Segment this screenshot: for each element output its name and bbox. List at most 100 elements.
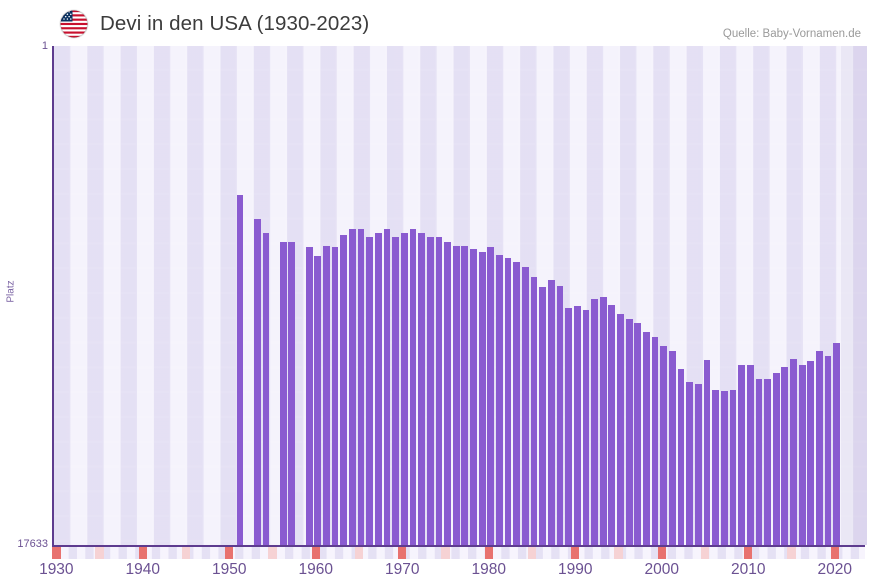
x-axis-tick-strip bbox=[52, 547, 865, 559]
bar-1989[interactable] bbox=[565, 307, 572, 545]
bar-2000[interactable] bbox=[660, 345, 668, 545]
forecast-shaded-region bbox=[841, 46, 867, 545]
bar-1968[interactable] bbox=[383, 229, 391, 545]
bar-2012[interactable] bbox=[764, 378, 771, 545]
bar-1981[interactable] bbox=[496, 255, 503, 545]
x-tick-1960 bbox=[311, 547, 320, 559]
bar-1986[interactable] bbox=[539, 287, 547, 545]
bar-1970[interactable] bbox=[400, 233, 408, 545]
bar-2009[interactable] bbox=[738, 364, 745, 545]
x-tick-1940 bbox=[138, 547, 147, 559]
bar-1996[interactable] bbox=[625, 319, 633, 545]
x-tick-1935 bbox=[95, 547, 104, 559]
bar-2016[interactable] bbox=[798, 365, 806, 545]
x-tick-label-1930: 1930 bbox=[39, 561, 74, 578]
bar-2007[interactable] bbox=[720, 390, 728, 545]
bar-2018[interactable] bbox=[816, 351, 823, 545]
bar-2011[interactable] bbox=[755, 378, 763, 545]
bar-1998[interactable] bbox=[643, 331, 650, 545]
bar-1992[interactable] bbox=[591, 298, 598, 545]
bar-2020[interactable] bbox=[833, 343, 841, 545]
bar-2006[interactable] bbox=[712, 390, 720, 545]
x-tick-2000 bbox=[657, 547, 666, 559]
bar-1993[interactable] bbox=[599, 297, 607, 545]
bar-2002[interactable] bbox=[677, 369, 685, 545]
x-tick-1995 bbox=[614, 547, 623, 559]
bar-1980[interactable] bbox=[487, 246, 495, 545]
bar-1971[interactable] bbox=[409, 228, 417, 545]
bar-1995[interactable] bbox=[617, 314, 624, 545]
bar-1999[interactable] bbox=[651, 336, 659, 545]
bar-1985[interactable] bbox=[530, 276, 538, 545]
bar-1957[interactable] bbox=[288, 242, 296, 545]
x-tick-1980 bbox=[484, 547, 493, 559]
bar-1953[interactable] bbox=[253, 218, 261, 545]
x-tick-1930 bbox=[52, 547, 61, 559]
us-flag-icon bbox=[60, 10, 88, 38]
bar-1976[interactable] bbox=[452, 245, 460, 545]
bar-2004[interactable] bbox=[694, 384, 702, 545]
x-tick-label-1970: 1970 bbox=[385, 561, 420, 578]
bar-1984[interactable] bbox=[521, 266, 529, 545]
bar-2003[interactable] bbox=[686, 381, 694, 545]
bar-1960[interactable] bbox=[314, 255, 322, 545]
bar-1959[interactable] bbox=[305, 246, 313, 545]
bar-1977[interactable] bbox=[461, 246, 469, 545]
bar-2019[interactable] bbox=[824, 355, 832, 545]
bar-1974[interactable] bbox=[435, 237, 443, 545]
bar-1964[interactable] bbox=[349, 229, 356, 545]
source-attribution: Quelle: Baby-Vornamen.de bbox=[722, 28, 861, 40]
bar-1972[interactable] bbox=[418, 233, 425, 545]
bar-1951[interactable] bbox=[236, 194, 244, 545]
x-tick-label-1990: 1990 bbox=[558, 561, 593, 578]
bar-1973[interactable] bbox=[426, 236, 434, 545]
bar-1965[interactable] bbox=[357, 229, 365, 545]
bar-1961[interactable] bbox=[323, 245, 330, 545]
bar-2015[interactable] bbox=[790, 358, 797, 545]
y-axis-max-label: 1 bbox=[41, 40, 48, 52]
bar-1994[interactable] bbox=[608, 304, 616, 545]
bar-1988[interactable] bbox=[556, 286, 564, 545]
chart-title: Devi in den USA (1930-2023) bbox=[100, 12, 370, 35]
x-tick-1970 bbox=[398, 547, 407, 559]
bar-1963[interactable] bbox=[340, 234, 348, 545]
x-tick-label-2020: 2020 bbox=[817, 561, 852, 578]
x-tick-label-1960: 1960 bbox=[298, 561, 334, 578]
x-tick-2020 bbox=[830, 547, 839, 559]
x-tick-label-1940: 1940 bbox=[125, 561, 161, 578]
y-axis-title: Platz bbox=[5, 280, 17, 303]
bar-1991[interactable] bbox=[582, 309, 590, 545]
bar-2005[interactable] bbox=[703, 360, 711, 545]
plot-area bbox=[52, 46, 867, 545]
x-tick-label-2010: 2010 bbox=[730, 561, 766, 578]
x-tick-1955 bbox=[268, 547, 277, 559]
bar-1990[interactable] bbox=[573, 306, 581, 545]
bar-2001[interactable] bbox=[669, 351, 676, 545]
x-tick-2015 bbox=[787, 547, 796, 559]
bar-1962[interactable] bbox=[331, 246, 339, 545]
bar-1969[interactable] bbox=[392, 237, 399, 545]
bar-2010[interactable] bbox=[746, 365, 754, 545]
bar-1987[interactable] bbox=[547, 280, 555, 545]
bar-1983[interactable] bbox=[513, 261, 521, 545]
bar-1956[interactable] bbox=[279, 242, 287, 545]
bar-1978[interactable] bbox=[470, 248, 477, 545]
bar-2008[interactable] bbox=[729, 389, 737, 545]
bar-1982[interactable] bbox=[504, 257, 512, 545]
bar-1967[interactable] bbox=[374, 233, 382, 545]
x-tick-1990 bbox=[571, 547, 580, 559]
x-tick-label-1950: 1950 bbox=[212, 561, 247, 578]
bar-1966[interactable] bbox=[366, 237, 374, 545]
bar-2014[interactable] bbox=[781, 366, 789, 545]
x-tick-1945 bbox=[181, 547, 191, 559]
bar-2013[interactable] bbox=[772, 372, 780, 545]
bar-1979[interactable] bbox=[478, 252, 486, 545]
bar-1954[interactable] bbox=[262, 232, 270, 545]
x-tick-1985 bbox=[527, 547, 537, 559]
x-tick-2005 bbox=[700, 547, 710, 559]
bar-1975[interactable] bbox=[444, 242, 451, 545]
bar-1997[interactable] bbox=[634, 322, 642, 545]
bar-2017[interactable] bbox=[807, 361, 815, 545]
x-tick-1965 bbox=[354, 547, 364, 559]
